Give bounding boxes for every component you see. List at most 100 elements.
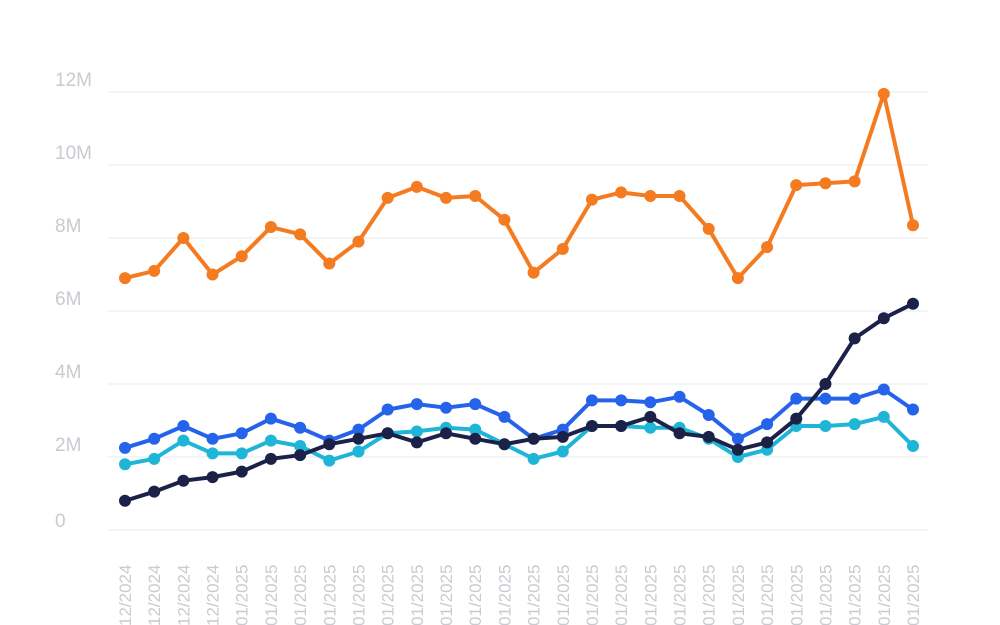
y-tick-label: 10M (55, 143, 92, 164)
x-tick-label: 01/2025 (525, 565, 544, 625)
data-point (761, 241, 774, 254)
data-point (352, 423, 365, 436)
data-point (148, 485, 161, 498)
data-point (907, 403, 919, 416)
data-point (410, 398, 423, 411)
data-point (235, 427, 248, 440)
data-point (907, 440, 919, 453)
y-tick-label: 4M (55, 362, 81, 383)
x-tick-label: 01/2025 (554, 565, 573, 625)
data-point (556, 445, 569, 458)
data-point (177, 232, 190, 244)
data-point (206, 471, 219, 484)
y-tick-label: 12M (55, 70, 92, 91)
data-point (410, 180, 423, 193)
data-point (527, 432, 540, 445)
data-point (527, 266, 540, 279)
data-point (440, 427, 453, 440)
data-point (294, 440, 307, 453)
x-tick-label: 12/2024 (174, 565, 193, 625)
x-tick-label: 01/2025 (904, 565, 923, 625)
x-tick-label: 01/2025 (612, 565, 631, 625)
y-tick-label: 8M (55, 216, 81, 237)
data-point (352, 432, 365, 445)
data-point (498, 438, 511, 451)
data-point (294, 449, 307, 462)
x-tick-label: 01/2025 (758, 565, 777, 625)
x-tick-label: 01/2025 (641, 565, 660, 625)
data-point (469, 190, 482, 203)
data-point (235, 447, 248, 460)
data-point (644, 410, 657, 423)
data-point (440, 191, 453, 204)
data-point (410, 436, 423, 449)
data-point (177, 434, 190, 447)
data-point (761, 436, 774, 449)
data-point (119, 272, 131, 285)
data-point (119, 494, 131, 507)
data-point (294, 228, 307, 241)
data-point (790, 392, 803, 405)
data-point (585, 394, 598, 407)
data-point (498, 213, 511, 226)
data-point (848, 332, 861, 345)
data-point (323, 454, 336, 467)
data-point (323, 257, 336, 270)
x-tick-label: 01/2025 (320, 565, 339, 625)
data-point (907, 297, 919, 310)
data-point (381, 427, 394, 440)
data-point (615, 419, 628, 432)
series-line (123, 414, 915, 467)
data-point (877, 312, 890, 325)
data-point (673, 390, 686, 403)
data-point (790, 412, 803, 425)
data-point (877, 383, 890, 396)
y-tick-label: 0 (55, 511, 66, 532)
x-tick-label: 01/2025 (233, 565, 252, 625)
data-point (615, 186, 628, 199)
data-point (469, 423, 482, 436)
data-point (848, 418, 861, 431)
x-tick-label: 01/2025 (466, 565, 485, 625)
data-point (585, 419, 598, 432)
data-point (556, 242, 569, 255)
data-point (381, 191, 394, 204)
data-point (673, 190, 686, 203)
x-tick-label: 01/2025 (787, 565, 806, 625)
data-point (469, 398, 482, 411)
data-point (848, 392, 861, 405)
series-line (123, 91, 915, 281)
data-point (264, 434, 277, 447)
data-point (527, 452, 540, 465)
x-tick-label: 01/2025 (816, 565, 835, 625)
data-point (819, 392, 832, 405)
data-point (235, 465, 248, 478)
data-point (410, 425, 423, 438)
data-point (352, 235, 365, 248)
x-axis-ticks: 12/2024 12/2024 12/2024 12/2024 01/2025 01/20… (116, 565, 923, 625)
y-axis-ticks: 0 2M 4M 6M 8M 10M 12M (55, 70, 92, 532)
data-point (877, 410, 890, 423)
x-tick-label: 01/2025 (379, 565, 398, 625)
data-point (294, 421, 307, 434)
data-point (381, 403, 394, 416)
data-point (731, 272, 744, 285)
data-point (819, 419, 832, 432)
x-tick-label: 01/2025 (495, 565, 514, 625)
data-point (206, 447, 219, 460)
data-point (644, 396, 657, 409)
data-point (673, 427, 686, 440)
data-point (848, 175, 861, 188)
series-1 (119, 87, 919, 285)
data-point (702, 222, 715, 235)
data-point (440, 401, 453, 414)
data-point (264, 452, 277, 465)
data-point (206, 432, 219, 445)
x-tick-label: 01/2025 (729, 565, 748, 625)
data-point (469, 432, 482, 445)
x-tick-label: 01/2025 (291, 565, 310, 625)
data-point (615, 394, 628, 407)
data-point (323, 438, 336, 451)
series (119, 87, 919, 507)
